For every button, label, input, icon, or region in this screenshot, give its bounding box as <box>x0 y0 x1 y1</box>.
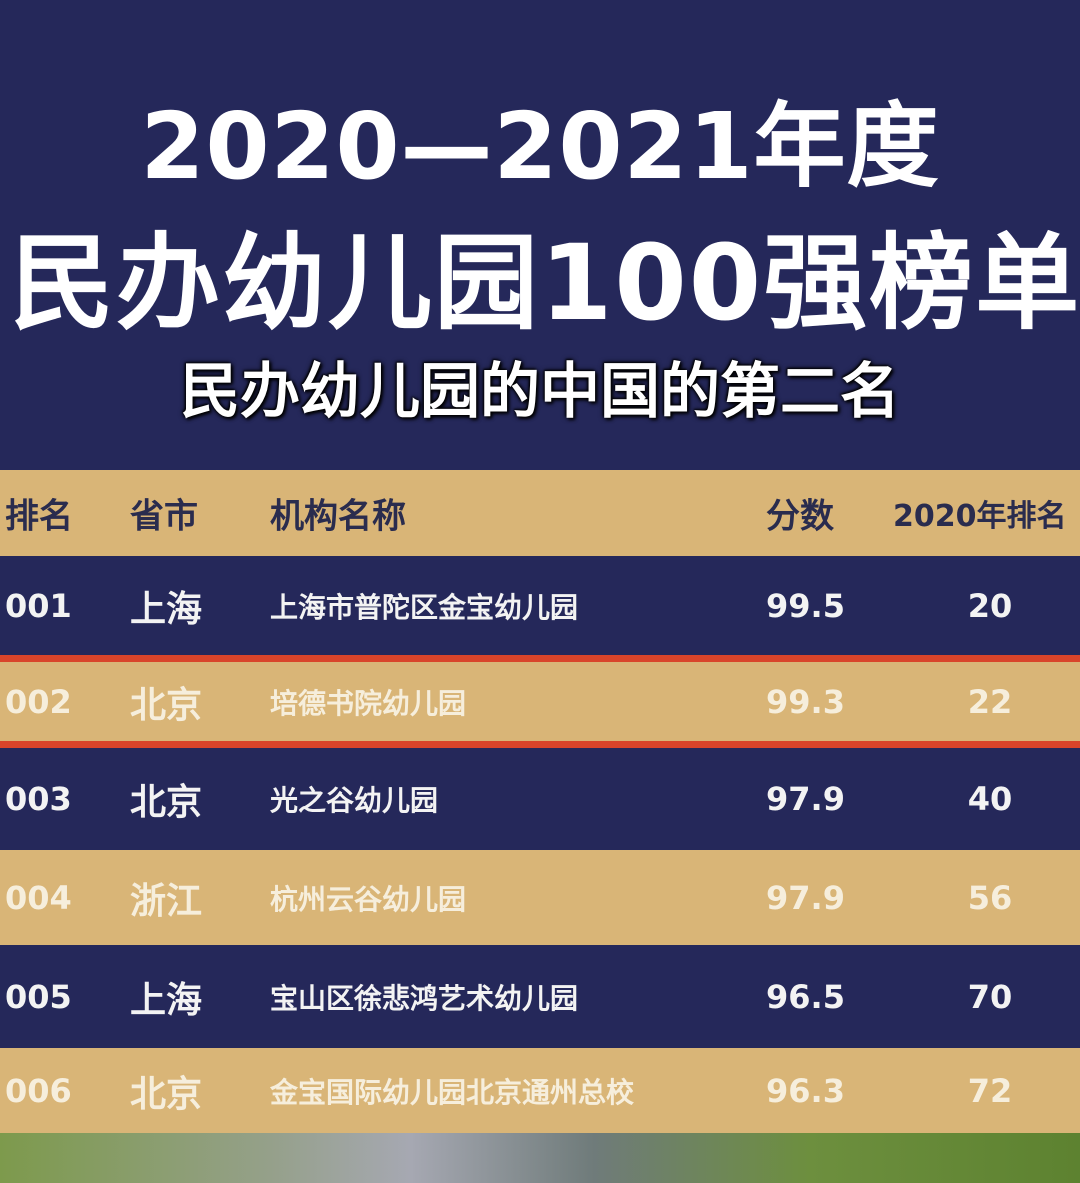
cell-prev-rank: 70 <box>967 977 1013 1016</box>
cell-province: 北京 <box>130 684 203 726</box>
cell-rank: 004 <box>5 878 72 917</box>
cell-prev-rank: 40 <box>967 780 1013 818</box>
header-name: 机构名称 <box>270 496 406 537</box>
cell-province: 上海 <box>130 589 203 630</box>
cell-score: 96.3 <box>766 1071 845 1110</box>
cell-province: 上海 <box>130 979 203 1021</box>
cell-rank: 001 <box>5 587 72 625</box>
cell-name: 杭州云谷幼儿园 <box>270 882 467 916</box>
table-header: 排名 省市 机构名称 分数 2020年排名 <box>0 470 1080 556</box>
cell-score: 96.5 <box>766 977 845 1016</box>
cell-prev-rank: 56 <box>967 878 1013 917</box>
cell-name: 宝山区徐悲鸿艺术幼儿园 <box>270 981 579 1015</box>
cell-score: 99.3 <box>766 682 845 721</box>
title-line-1: 2020—2021年度 <box>140 93 940 200</box>
cell-rank: 002 <box>5 682 72 721</box>
header-score: 分数 <box>766 496 834 537</box>
cell-province: 浙江 <box>130 880 203 922</box>
header-province: 省市 <box>130 496 198 537</box>
cell-score: 97.9 <box>766 780 845 818</box>
table-row-highlighted: 002 北京 培德书院幼儿园 99.3 22 <box>0 655 1080 748</box>
table-row: 006 北京 金宝国际幼儿园北京通州总校 96.3 72 <box>0 1048 1080 1133</box>
cell-name: 金宝国际幼儿园北京通州总校 <box>270 1075 635 1109</box>
table-row: 004 浙江 杭州云谷幼儿园 97.9 56 <box>0 850 1080 945</box>
table-row: 001 上海 上海市普陀区金宝幼儿园 99.5 20 <box>0 556 1080 656</box>
cell-prev-rank: 20 <box>967 587 1013 625</box>
cell-rank: 006 <box>5 1071 72 1110</box>
cell-rank: 005 <box>5 977 72 1016</box>
cell-score: 97.9 <box>766 878 845 917</box>
cell-province: 北京 <box>130 1073 203 1115</box>
cell-prev-rank: 22 <box>967 682 1013 721</box>
cell-name: 培德书院幼儿园 <box>270 686 467 720</box>
blurred-background-strip <box>0 1133 1080 1183</box>
header-rank: 排名 <box>5 496 73 537</box>
cell-prev-rank: 72 <box>967 1071 1013 1110</box>
table-row: 005 上海 宝山区徐悲鸿艺术幼儿园 96.5 70 <box>0 945 1080 1048</box>
cell-rank: 003 <box>5 780 72 818</box>
title-line-2: 民办幼儿园100强榜单 <box>10 222 1080 344</box>
cell-name: 上海市普陀区金宝幼儿园 <box>270 591 579 624</box>
cell-name: 光之谷幼儿园 <box>270 784 439 817</box>
header-prev-rank: 2020年排名 <box>893 499 1067 534</box>
cell-province: 北京 <box>130 782 203 823</box>
cell-score: 99.5 <box>766 587 845 625</box>
table-row: 003 北京 光之谷幼儿园 97.9 40 <box>0 748 1080 850</box>
video-subtitle: 民办幼儿园的中国的第二名 <box>180 357 900 427</box>
